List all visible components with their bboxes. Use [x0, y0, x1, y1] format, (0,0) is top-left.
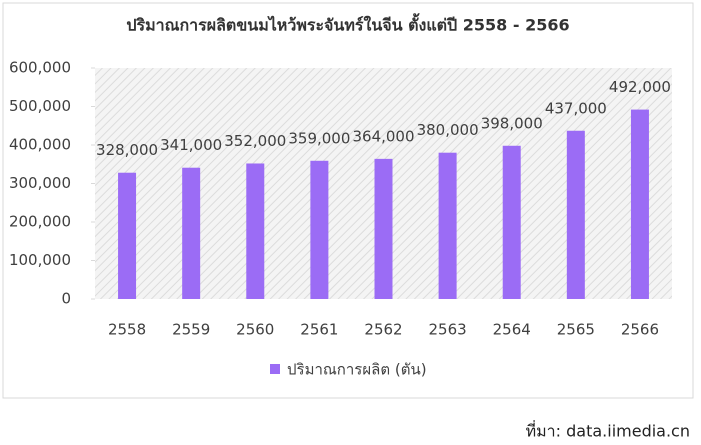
y-tick-label: 400,000: [9, 136, 71, 154]
y-tick-label: 200,000: [9, 213, 71, 231]
value-label: 364,000: [352, 127, 414, 145]
x-tick-label: 2566: [621, 321, 659, 339]
value-label: 380,000: [417, 121, 479, 139]
value-label: 341,000: [160, 136, 222, 154]
y-tick-label: 0: [61, 290, 71, 308]
x-tick-label: 2560: [236, 321, 274, 339]
bar: [630, 109, 649, 299]
bar: [182, 167, 201, 299]
bar: [246, 163, 265, 299]
value-label: 352,000: [224, 132, 286, 150]
value-label: 398,000: [481, 114, 543, 132]
x-tick-label: 2561: [300, 321, 338, 339]
y-tick-label: 600,000: [9, 59, 71, 77]
x-tick-label: 2563: [429, 321, 467, 339]
value-label: 328,000: [96, 141, 158, 159]
bar: [374, 158, 393, 299]
y-tick-label: 300,000: [9, 174, 71, 192]
bar: [118, 172, 137, 299]
value-label: 437,000: [545, 99, 607, 117]
x-tick-label: 2562: [364, 321, 402, 339]
value-label: 492,000: [609, 78, 671, 96]
bar: [438, 152, 457, 299]
bar: [310, 160, 329, 299]
x-tick-label: 2558: [108, 321, 146, 339]
y-tick-label: 500,000: [9, 97, 71, 115]
x-tick-label: 2564: [493, 321, 531, 339]
x-tick-label: 2565: [557, 321, 595, 339]
x-tick-label: 2559: [172, 321, 210, 339]
y-tick-label: 100,000: [9, 251, 71, 269]
legend-label: ปริมาณการผลิต (ตัน): [287, 361, 427, 379]
chart-title: ปริมาณการผลิตขนมไหว้พระจันทร์ในจีน ตั้งแ…: [126, 13, 569, 35]
bar: [566, 130, 585, 299]
source-note: ที่มา: data.iimedia.cn: [526, 420, 690, 441]
legend-swatch: [270, 364, 280, 374]
bar: [502, 145, 521, 299]
value-label: 359,000: [288, 129, 350, 147]
